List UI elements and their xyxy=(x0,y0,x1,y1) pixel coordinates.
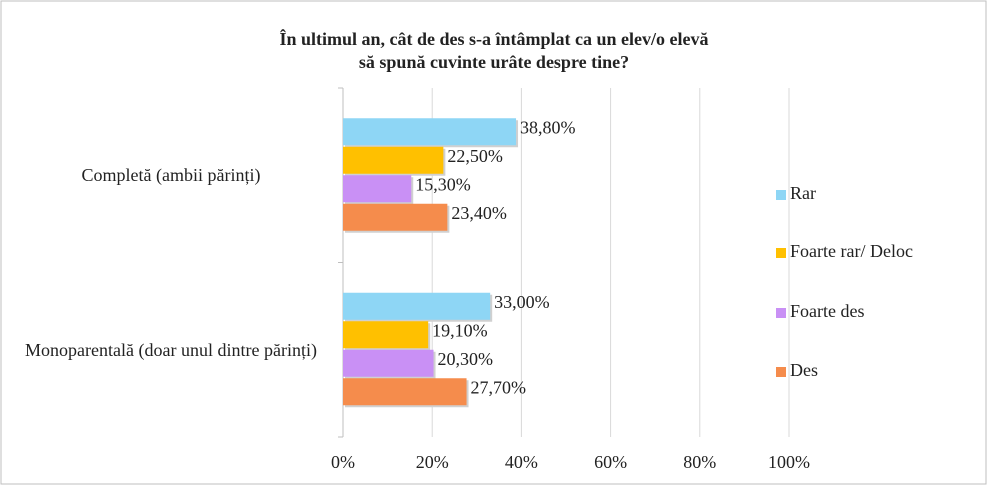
bar xyxy=(343,378,467,406)
data-label: 19,10% xyxy=(432,321,488,341)
legend-swatch xyxy=(776,367,786,377)
x-tick-label: 80% xyxy=(683,452,716,472)
data-label: 33,00% xyxy=(494,292,550,312)
data-label: 15,30% xyxy=(415,175,471,195)
x-tick-label: 60% xyxy=(594,452,627,472)
y-tick-label: Monoparentală (doar unul dintre părinți) xyxy=(25,339,317,360)
x-tick-label: 100% xyxy=(768,452,810,472)
legend-label: Foarte des xyxy=(790,301,864,321)
bar xyxy=(343,146,444,174)
bar xyxy=(343,203,448,231)
legend-swatch xyxy=(776,308,786,318)
bar xyxy=(343,292,491,320)
chart-title: În ultimul an, cât de des s-a întâmplat … xyxy=(279,28,708,49)
data-label: 27,70% xyxy=(471,378,527,398)
bar xyxy=(343,175,412,203)
data-label: 23,40% xyxy=(451,203,507,223)
bar xyxy=(343,321,429,349)
data-label: 22,50% xyxy=(447,146,503,166)
x-tick-label: 20% xyxy=(416,452,449,472)
data-label: 38,80% xyxy=(520,118,576,138)
chart-title: să spună cuvinte urâte despre tine? xyxy=(359,52,629,72)
legend-swatch xyxy=(776,248,786,258)
x-tick-label: 40% xyxy=(505,452,538,472)
y-tick-label: Completă (ambii părinți) xyxy=(81,165,261,186)
bar xyxy=(343,349,434,377)
bar xyxy=(343,118,517,146)
legend-label: Rar xyxy=(790,183,816,203)
legend-swatch xyxy=(776,190,786,200)
legend-label: Des xyxy=(790,360,818,380)
x-tick-label: 0% xyxy=(331,452,355,472)
data-label: 20,30% xyxy=(438,349,494,369)
legend-label: Foarte rar/ Deloc xyxy=(790,241,913,261)
